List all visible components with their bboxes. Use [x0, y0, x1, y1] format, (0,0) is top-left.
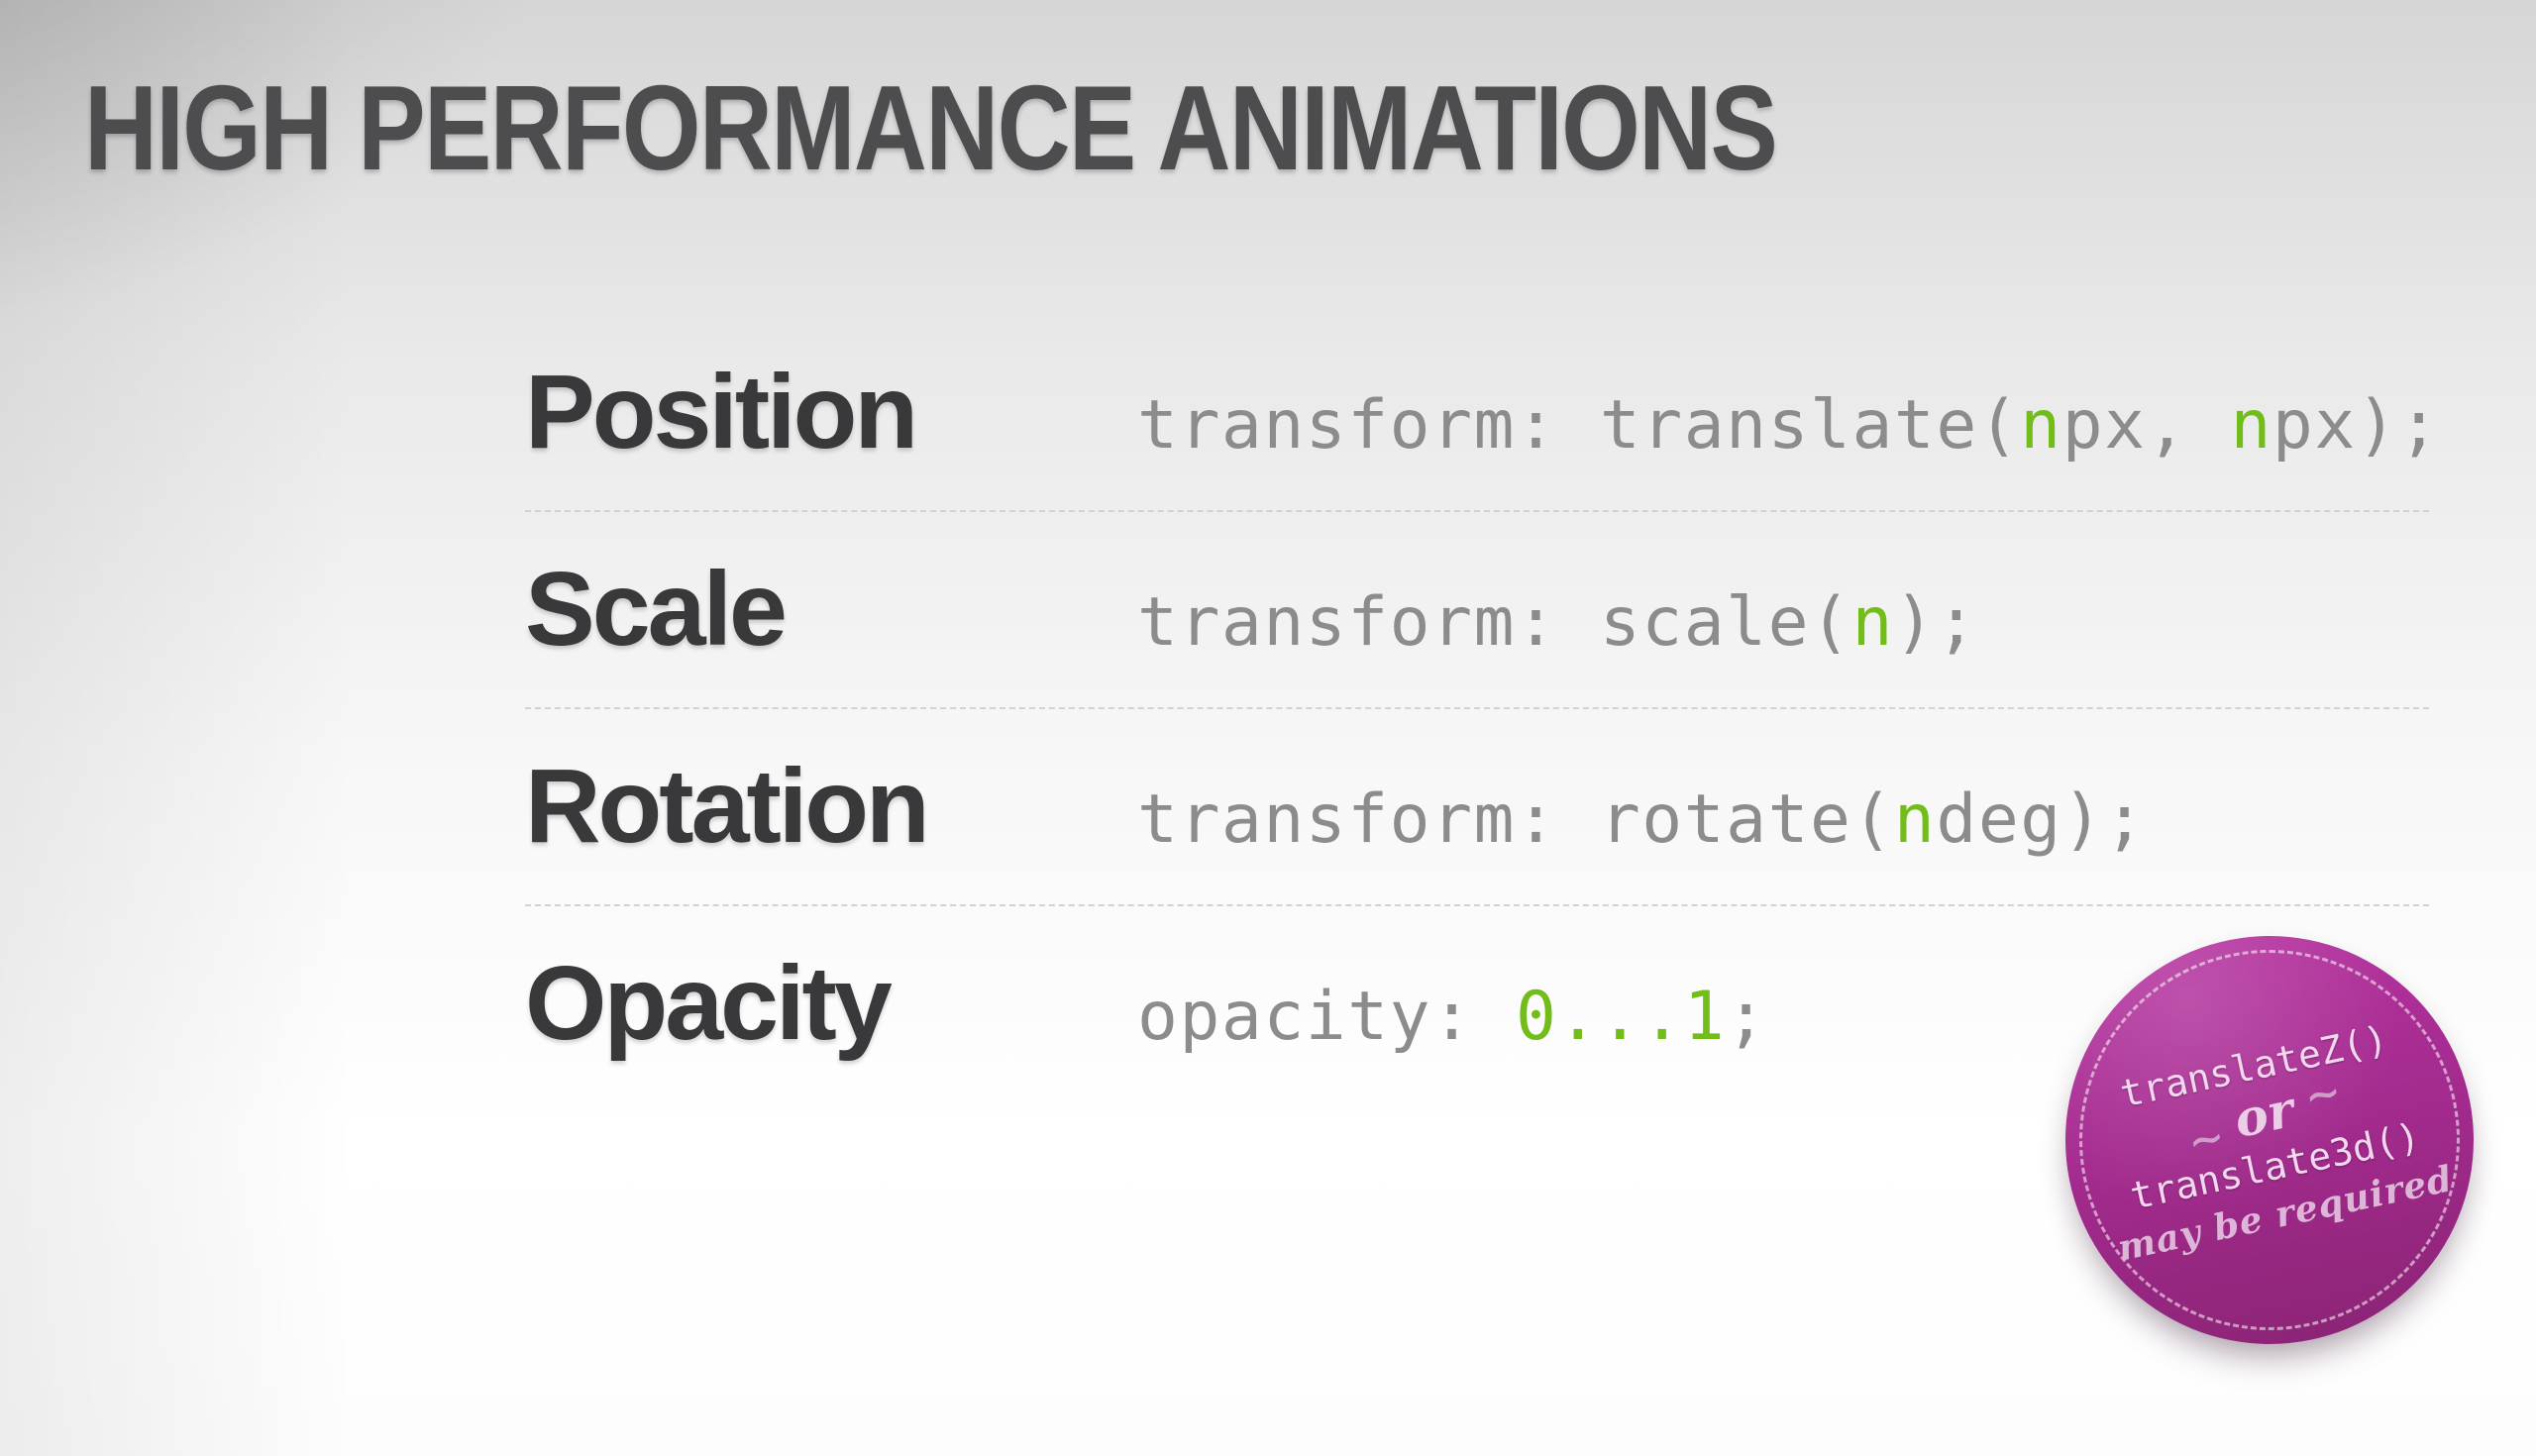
code-segment: px, — [2061, 386, 2231, 465]
badge-dashed-ring — [2079, 950, 2460, 1330]
badge-content: translateZ() ∼or∼ translate3d() may be r… — [2028, 898, 2512, 1383]
code-segment: ); — [1893, 583, 1978, 662]
code-segment: 0...1 — [1515, 978, 1727, 1056]
tilde-ornament: ∼ — [2299, 1066, 2347, 1123]
row-label: Opacity — [525, 945, 893, 1062]
code-snippet: opacity: 0...1; — [1137, 978, 1768, 1056]
table-row-opacity: Opacity opacity: 0...1; — [525, 906, 2429, 1101]
code-segment: ; — [1726, 978, 1768, 1056]
animations-table: Position transform: translate(npx, npx);… — [525, 315, 2439, 1101]
row-label: Position — [525, 354, 918, 470]
code-segment: transform: translate( — [1137, 386, 2021, 465]
code-snippet: transform: scale(n); — [1137, 583, 1978, 662]
code-snippet: transform: rotate(ndeg); — [1137, 780, 2147, 859]
sticker-badge: translateZ() ∼or∼ translate3d() may be r… — [2065, 936, 2474, 1344]
code-segment: transform: scale( — [1137, 583, 1852, 662]
code-segment: n — [2020, 386, 2062, 465]
row-label: Scale — [525, 551, 788, 668]
code-segment: n — [1893, 780, 1937, 859]
code-snippet: transform: translate(npx, npx); — [1137, 386, 2441, 465]
row-label: Rotation — [525, 748, 930, 865]
code-segment: n — [1851, 583, 1894, 662]
code-segment: deg); — [1936, 780, 2147, 859]
code-segment: px); — [2272, 386, 2441, 465]
code-segment: n — [2230, 386, 2272, 465]
code-segment: transform: rotate( — [1137, 780, 1894, 859]
table-row-position: Position transform: translate(npx, npx); — [525, 315, 2439, 512]
code-segment: opacity: — [1137, 978, 1516, 1056]
table-row-rotation: Rotation transform: rotate(ndeg); — [525, 709, 2429, 906]
table-row-scale: Scale transform: scale(n); — [525, 512, 2429, 709]
slide-title: HIGH PERFORMANCE ANIMATIONS — [84, 60, 1778, 195]
